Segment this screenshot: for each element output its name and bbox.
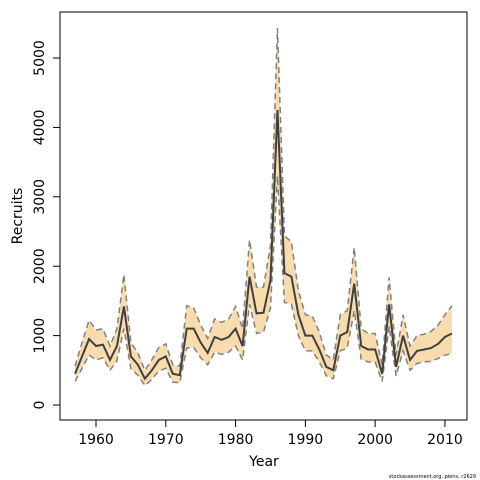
x-axis-label: Year bbox=[248, 454, 279, 470]
y-tick-label: 3000 bbox=[32, 179, 48, 215]
x-tick-label: 2000 bbox=[357, 432, 393, 448]
x-tick-label: 1970 bbox=[148, 432, 184, 448]
upper-bound bbox=[74, 28, 453, 372]
x-tick-label: 1980 bbox=[218, 432, 254, 448]
footnote: stockassessment.org, plens, r2629 bbox=[389, 474, 476, 480]
y-tick-label: 4000 bbox=[32, 110, 48, 146]
x-tick-label: 2010 bbox=[427, 432, 463, 448]
x-tick-label: 1990 bbox=[288, 432, 324, 448]
y-tick-label: 0 bbox=[32, 401, 48, 410]
y-axis-label: Recruits bbox=[10, 188, 26, 245]
y-tick-label: 2000 bbox=[32, 248, 48, 284]
x-tick-label: 1960 bbox=[78, 432, 114, 448]
plot-frame bbox=[59, 11, 468, 421]
y-tick-label: 5000 bbox=[32, 40, 48, 76]
lower-bound bbox=[74, 175, 453, 387]
estimate-line bbox=[74, 110, 453, 381]
y-tick-label: 1000 bbox=[32, 318, 48, 354]
